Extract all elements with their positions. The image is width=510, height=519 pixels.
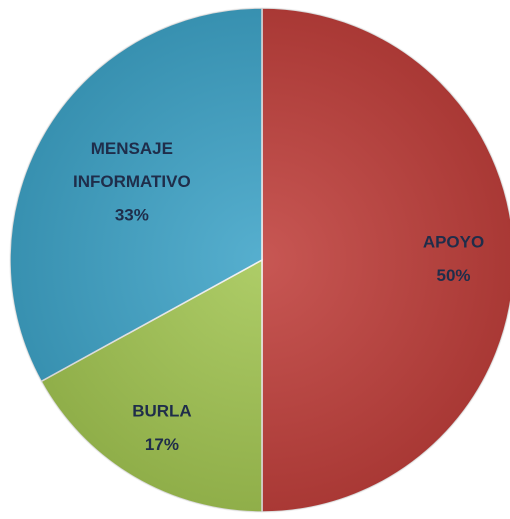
slice-label: MENSAJE INFORMATIVO (73, 140, 191, 192)
slice-value-label: 33% (115, 206, 149, 225)
slices (9, 7, 510, 513)
pie-slice (261, 7, 510, 513)
labels: APOYO 50% BURLA 17% MENSAJE INFORMATIVO 33% (73, 140, 484, 455)
slice-label: APOYO (423, 233, 484, 252)
slice-label: BURLA (132, 402, 192, 421)
slice-value-label: 50% (437, 266, 471, 285)
slice-value-label: 17% (145, 435, 179, 454)
